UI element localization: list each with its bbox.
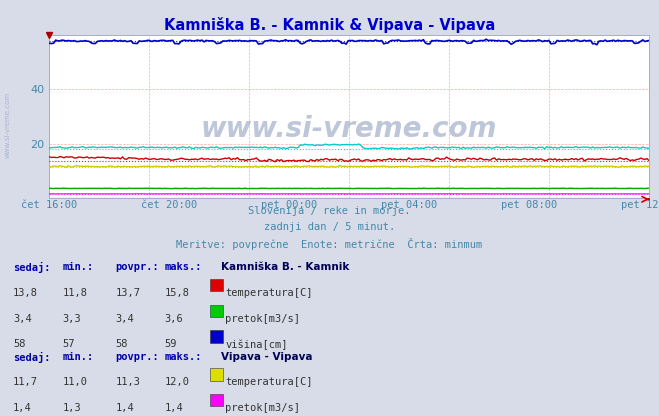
Text: 1,3: 1,3	[63, 403, 81, 413]
Text: 3,6: 3,6	[165, 314, 183, 324]
Text: 3,4: 3,4	[115, 314, 134, 324]
Text: sedaj:: sedaj:	[13, 352, 51, 363]
Text: 1,4: 1,4	[13, 403, 32, 413]
Text: www.si-vreme.com: www.si-vreme.com	[5, 92, 11, 158]
Text: Kamniška B. - Kamnik: Kamniška B. - Kamnik	[221, 262, 349, 272]
Text: Meritve: povprečne  Enote: metrične  Črta: minmum: Meritve: povprečne Enote: metrične Črta:…	[177, 238, 482, 250]
Text: 59: 59	[165, 339, 177, 349]
Text: 3,4: 3,4	[13, 314, 32, 324]
Text: 13,8: 13,8	[13, 288, 38, 298]
Text: 58: 58	[115, 339, 128, 349]
Text: zadnji dan / 5 minut.: zadnji dan / 5 minut.	[264, 222, 395, 232]
Text: 15,8: 15,8	[165, 288, 190, 298]
Text: pretok[m3/s]: pretok[m3/s]	[225, 403, 301, 413]
Text: 57: 57	[63, 339, 75, 349]
Text: temperatura[C]: temperatura[C]	[225, 288, 313, 298]
Text: 12,0: 12,0	[165, 377, 190, 387]
Text: 58: 58	[13, 339, 26, 349]
Text: Slovenija / reke in morje.: Slovenija / reke in morje.	[248, 206, 411, 216]
Text: Vipava - Vipava: Vipava - Vipava	[221, 352, 312, 362]
Text: 13,7: 13,7	[115, 288, 140, 298]
Text: 11,0: 11,0	[63, 377, 88, 387]
Text: višina[cm]: višina[cm]	[225, 339, 288, 350]
Text: www.si-vreme.com: www.si-vreme.com	[201, 116, 498, 144]
Text: pretok[m3/s]: pretok[m3/s]	[225, 314, 301, 324]
Text: min.:: min.:	[63, 262, 94, 272]
Text: povpr.:: povpr.:	[115, 352, 159, 362]
Text: maks.:: maks.:	[165, 262, 202, 272]
Text: 1,4: 1,4	[115, 403, 134, 413]
Text: 11,7: 11,7	[13, 377, 38, 387]
Text: sedaj:: sedaj:	[13, 262, 51, 273]
Text: min.:: min.:	[63, 352, 94, 362]
Text: 11,8: 11,8	[63, 288, 88, 298]
Text: 11,3: 11,3	[115, 377, 140, 387]
Text: temperatura[C]: temperatura[C]	[225, 377, 313, 387]
Text: 1,4: 1,4	[165, 403, 183, 413]
Text: maks.:: maks.:	[165, 352, 202, 362]
Text: povpr.:: povpr.:	[115, 262, 159, 272]
Text: 3,3: 3,3	[63, 314, 81, 324]
Text: Kamniška B. - Kamnik & Vipava - Vipava: Kamniška B. - Kamnik & Vipava - Vipava	[164, 17, 495, 32]
